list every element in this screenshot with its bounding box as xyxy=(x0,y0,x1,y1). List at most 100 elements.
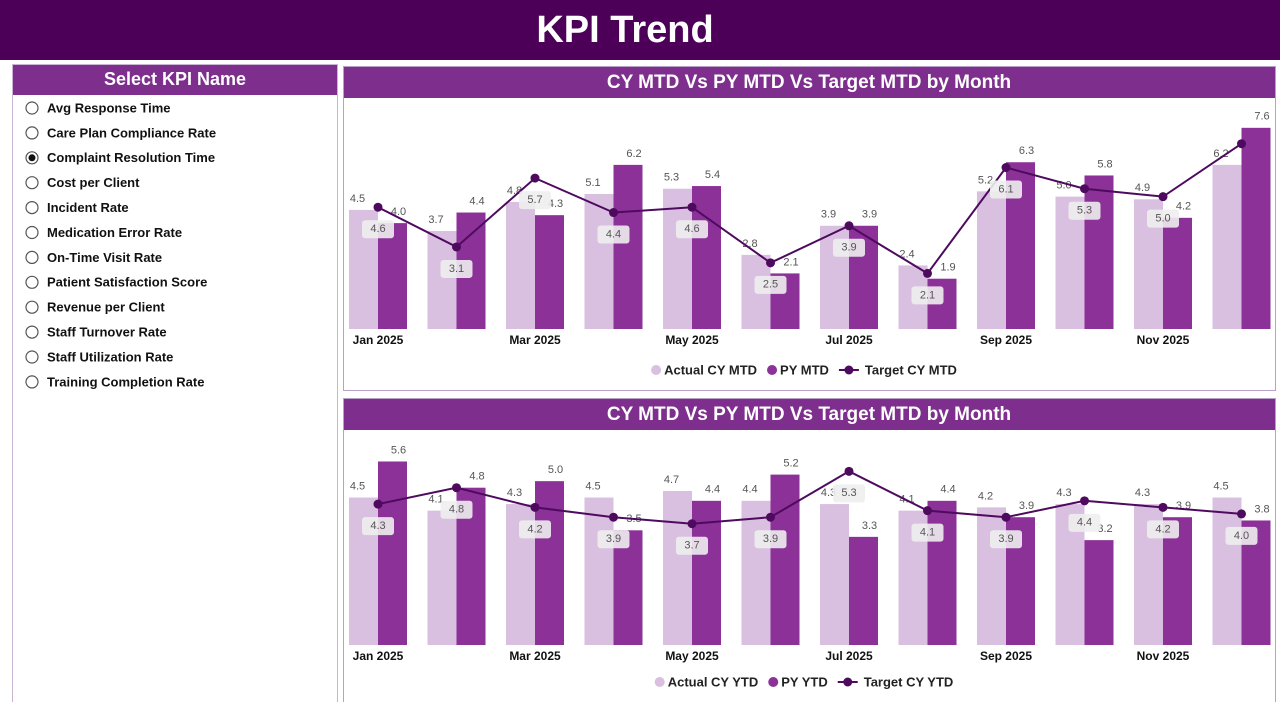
option-label: Staff Turnover Rate xyxy=(47,325,167,340)
target-point xyxy=(923,268,932,278)
data-label: 3.9 xyxy=(821,209,836,221)
option-label: Avg Response Time xyxy=(47,100,171,115)
data-label: 3.9 xyxy=(862,209,877,221)
bar xyxy=(692,500,721,645)
x-tick-label: Nov 2025 xyxy=(1137,649,1190,663)
target-point xyxy=(1001,512,1011,522)
label-box xyxy=(911,286,944,305)
legend: Actual CY YTD PY YTD Target CY YTD xyxy=(654,674,953,689)
option-label: Training Completion Rate xyxy=(47,374,204,389)
bar xyxy=(427,231,457,329)
radio-button[interactable] xyxy=(25,250,39,264)
radio-button[interactable] xyxy=(25,325,39,339)
data-label: 4.3 xyxy=(821,487,836,499)
target-point xyxy=(1001,163,1011,173)
data-label: 4.2 xyxy=(978,490,993,502)
label-box xyxy=(362,517,394,536)
data-label: 4.1 xyxy=(920,527,935,539)
data-label: 4.2 xyxy=(1176,201,1191,213)
filter-options: Avg Response Time Care Plan Compliance Ra… xyxy=(25,100,216,389)
label-box xyxy=(754,530,787,549)
target-point xyxy=(373,499,383,509)
radio-button[interactable] xyxy=(25,275,39,289)
label-box xyxy=(1068,513,1101,532)
radio-option[interactable]: Staff Utilization Rate xyxy=(25,349,173,364)
x-tick-label: Jul 2025 xyxy=(825,333,873,347)
filter-panel xyxy=(12,64,338,702)
data-label: 4.4 xyxy=(1077,517,1092,529)
data-label: 3.3 xyxy=(862,520,877,532)
data-label: 2.1 xyxy=(920,289,935,301)
data-label: 4.5 xyxy=(585,480,600,492)
data-label: 4.3 xyxy=(1056,487,1071,499)
legend-label: Actual CY MTD xyxy=(664,362,757,377)
data-label: 4.0 xyxy=(391,206,406,218)
bar xyxy=(535,215,564,329)
radio-option[interactable]: Care Plan Compliance Rate xyxy=(25,125,216,140)
data-label: 3.9 xyxy=(606,533,621,545)
label-box xyxy=(1068,201,1101,220)
bar xyxy=(977,507,1006,645)
radio-button[interactable] xyxy=(25,201,39,215)
filter-header xyxy=(13,65,337,95)
radio-dot xyxy=(28,154,36,162)
radio-option[interactable]: Incident Rate xyxy=(25,200,129,215)
bar xyxy=(663,490,692,645)
x-tick-label: Jul 2025 xyxy=(825,649,873,663)
option-label: Staff Utilization Rate xyxy=(47,349,173,364)
x-tick-label: May 2025 xyxy=(665,333,719,347)
x-tick-label: Sep 2025 xyxy=(980,333,1032,347)
data-label: 4.4 xyxy=(742,484,757,496)
label-box xyxy=(676,536,708,555)
radio-button[interactable] xyxy=(25,350,39,364)
radio-option[interactable]: Staff Turnover Rate xyxy=(25,325,167,340)
radio-button[interactable] xyxy=(25,126,39,140)
label-box xyxy=(440,259,473,278)
x-tick-label: Mar 2025 xyxy=(509,649,561,663)
bar xyxy=(1163,517,1192,645)
data-label: 3.9 xyxy=(998,533,1013,545)
radio-button[interactable] xyxy=(25,101,39,115)
charts: CY MTD Vs PY MTD Vs Target MTD by Month J… xyxy=(343,66,1276,702)
data-label: 4.0 xyxy=(1234,530,1249,542)
radio-button[interactable] xyxy=(25,300,39,314)
data-label: 3.7 xyxy=(428,214,443,226)
x-tick-label: Nov 2025 xyxy=(1137,333,1190,347)
data-label: 5.0 xyxy=(1155,213,1170,225)
radio-button[interactable] xyxy=(25,176,39,190)
radio-button[interactable] xyxy=(25,225,39,240)
data-label: 2.1 xyxy=(783,256,798,268)
radio-option[interactable]: Cost per Client xyxy=(25,175,140,190)
radio-option[interactable]: Patient Satisfaction Score xyxy=(25,275,207,290)
legend-label: PY YTD xyxy=(781,674,827,689)
label-box xyxy=(833,238,865,257)
label-box xyxy=(597,225,630,244)
target-point xyxy=(766,258,775,268)
radio-option[interactable]: Avg Response Time xyxy=(25,100,171,115)
radio-option[interactable]: Medication Error Rate xyxy=(25,225,182,240)
target-point xyxy=(373,202,383,212)
radio-option[interactable]: Complaint Resolution Time xyxy=(25,150,215,165)
label-box xyxy=(1147,520,1179,539)
radio-option[interactable]: Training Completion Rate xyxy=(25,374,204,389)
filter-title: Select KPI Name xyxy=(104,69,246,89)
bar xyxy=(1212,497,1242,645)
x-tick-label: May 2025 xyxy=(665,649,719,663)
chart-panel xyxy=(343,66,1276,391)
legend-swatch xyxy=(768,677,779,687)
chart-title-bar xyxy=(344,399,1275,430)
target-point xyxy=(687,519,697,529)
radio-option[interactable]: On-Time Visit Rate xyxy=(25,250,162,265)
radio-option[interactable]: Revenue per Client xyxy=(25,300,165,315)
data-label: 4.5 xyxy=(350,480,365,492)
data-label: 4.5 xyxy=(350,193,365,205)
legend-swatch xyxy=(767,365,778,375)
target-point xyxy=(609,208,618,218)
radio-button[interactable] xyxy=(25,375,39,389)
chart-title-bar xyxy=(344,67,1275,98)
data-label: 5.3 xyxy=(841,487,856,499)
data-label: 6.3 xyxy=(1019,145,1034,157)
data-label: 5.2 xyxy=(783,458,798,470)
data-label: 3.9 xyxy=(763,533,778,545)
data-label: 3.1 xyxy=(449,263,464,275)
